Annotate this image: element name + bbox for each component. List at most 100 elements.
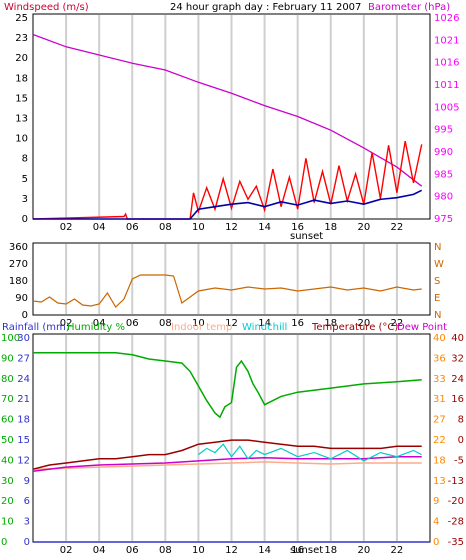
humidity-tick-label: 100 — [1, 333, 20, 344]
panel-direction-grid — [65, 244, 398, 314]
x-tick-label: 22 — [391, 318, 404, 329]
windchill-line — [198, 443, 422, 462]
x-tick-label: 22 — [391, 222, 404, 233]
panel-direction-left-ticks: 360 270 180 90 0 — [9, 242, 28, 321]
panel-wind-grid — [65, 15, 398, 218]
x-tick-label: 04 — [93, 222, 106, 233]
rainfall-tick-label: 24 — [17, 374, 30, 385]
humidity-tick-label: 30 — [1, 476, 14, 487]
temperature-tick-label: 24 — [451, 374, 464, 385]
rainfall-tick-label: 15 — [17, 435, 30, 446]
rainfall-tick-label: 6 — [24, 496, 30, 507]
barometer-axis-title: Barometer (hPa) — [368, 2, 450, 13]
x-tick-label: 14 — [258, 222, 271, 233]
indoor-temp-tick-label: 0 — [433, 537, 439, 548]
barometer-tick-label: 990 — [434, 147, 453, 158]
rainfall-tick-label: 18 — [17, 415, 30, 426]
indoor-temp-tick-label: 40 — [433, 333, 446, 344]
legend-indoor-temp: Indoor temp — [171, 322, 232, 333]
rainfall-tick-label: 21 — [17, 394, 30, 405]
y-tick-label: 180 — [9, 276, 28, 287]
indoor-temp-tick-label: 36 — [433, 353, 446, 364]
x-tick-label: 10 — [192, 545, 205, 556]
x-tick-label: 04 — [93, 318, 106, 329]
rainfall-tick-label: 9 — [24, 476, 30, 487]
barometer-tick-label: 995 — [434, 125, 453, 136]
humidity-tick-label: 40 — [1, 455, 14, 466]
panel-temperature-series — [32, 351, 430, 543]
sunset-marker-1: sunset — [290, 231, 323, 242]
x-tick-label: 12 — [225, 545, 238, 556]
y-tick-label: 23 — [15, 33, 28, 44]
temperature-line — [32, 439, 422, 470]
x-tick-label: 02 — [60, 318, 73, 329]
rainfall-tick-label: 30 — [17, 333, 30, 344]
compass-tick-label: N — [434, 310, 441, 321]
x-tick-label: 20 — [357, 545, 370, 556]
y-tick-label: 5 — [22, 174, 28, 185]
y-tick-label: 13 — [15, 114, 28, 125]
x-tick-label: 06 — [126, 545, 139, 556]
barometer-tick-label: 1005 — [434, 102, 459, 113]
humidity-tick-label: 0 — [1, 537, 7, 548]
x-tick-label: 20 — [357, 222, 370, 233]
temperature-tick-label: 40 — [451, 333, 464, 344]
barometer-tick-label: 1021 — [434, 35, 459, 46]
indoor-temp-tick-label: 9 — [433, 496, 439, 507]
x-tick-label: 02 — [60, 545, 73, 556]
panel-direction-x-ticks: 02 04 06 08 10 12 14 16 18 20 22 — [60, 318, 404, 329]
panel-direction-series — [32, 274, 422, 308]
x-tick-label: 18 — [324, 318, 337, 329]
y-tick-label: 25 — [15, 13, 28, 24]
x-tick-label: 12 — [225, 222, 238, 233]
temperature-tick-label: 16 — [451, 394, 464, 405]
barometer-tick-label: 980 — [434, 192, 453, 203]
temperature-tick-label: -5 — [454, 455, 464, 466]
x-tick-label: 20 — [357, 318, 370, 329]
indoor-temp-tick-label: 31 — [433, 394, 446, 405]
x-tick-label: 08 — [159, 545, 172, 556]
x-tick-label: 10 — [192, 318, 205, 329]
humidity-tick-label: 60 — [1, 415, 14, 426]
rainfall-tick-label: 12 — [17, 455, 30, 466]
temperature-tick-label: 0 — [458, 435, 464, 446]
y-tick-label: 0 — [22, 214, 28, 225]
humidity-tick-label: 20 — [1, 496, 14, 507]
temperature-tick-label: -35 — [448, 537, 464, 548]
y-tick-label: 8 — [22, 154, 28, 165]
compass-tick-label: N — [434, 242, 441, 253]
panel-wind-series — [32, 33, 423, 220]
x-tick-label: 14 — [258, 545, 271, 556]
panel-wind-left-ticks: 25 23 20 18 15 13 10 8 5 3 0 — [15, 13, 28, 225]
wind-direction-line — [32, 274, 422, 308]
temperature-tick-label: -20 — [448, 496, 464, 507]
rainfall-tick-label: 27 — [17, 353, 30, 364]
y-tick-label: 10 — [15, 134, 28, 145]
legend-windchill: Windchill — [242, 322, 287, 333]
x-tick-label: 08 — [159, 318, 172, 329]
indoor-temp-tick-label: 13 — [433, 476, 446, 487]
y-tick-label: 18 — [15, 73, 28, 84]
y-tick-label: 360 — [9, 242, 28, 253]
temperature-tick-label: -28 — [448, 517, 464, 528]
x-tick-label: 06 — [126, 222, 139, 233]
windspeed-axis-title: Windspeed (m/s) — [4, 2, 89, 13]
x-tick-label: 18 — [324, 545, 337, 556]
dew-point-line — [32, 455, 422, 473]
panel-wind-right-ticks: 1026 1021 1016 1011 1005 995 990 985 980 975 — [434, 13, 459, 225]
barometer-tick-label: 975 — [434, 214, 453, 225]
indoor-temp-tick-label: 22 — [433, 435, 446, 446]
legend-dew-point: Dew Point — [397, 322, 447, 333]
humidity-tick-label: 80 — [1, 374, 14, 385]
humidity-tick-label: 50 — [1, 435, 14, 446]
panel-temperature-right-ticks: 40 40 36 32 33 24 31 16 27 8 22 0 18 -5 13 -13 9 -20 4 -28 0… — [433, 333, 464, 548]
y-tick-label: 270 — [9, 259, 28, 270]
x-tick-label: 04 — [93, 545, 106, 556]
humidity-axis-title: Humidity % — [67, 322, 125, 333]
indoor-temp-tick-label: 33 — [433, 374, 446, 385]
x-tick-label: 08 — [159, 222, 172, 233]
panel-temperature-x-ticks: 02 04 06 08 10 12 14 16 18 20 22 — [60, 545, 404, 556]
